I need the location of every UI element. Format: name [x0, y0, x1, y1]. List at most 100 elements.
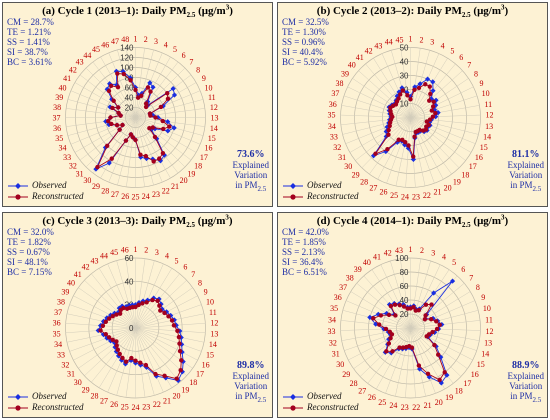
- category-label: 38: [53, 103, 61, 112]
- reconstructed-point: [383, 326, 389, 332]
- category-label: 38: [57, 298, 65, 307]
- category-label: 2: [144, 246, 148, 255]
- grid-spoke: [107, 263, 136, 329]
- reconstructed-point: [109, 156, 114, 161]
- category-label: 32: [329, 338, 337, 347]
- grid-spoke: [410, 117, 452, 175]
- legend-reconstructed: Reconstructed: [7, 402, 83, 413]
- grid-spoke: [135, 67, 186, 118]
- category-label: 11: [484, 100, 492, 109]
- category-label: 39: [354, 265, 362, 274]
- category-label: 22: [162, 186, 170, 195]
- category-label: 18: [189, 378, 197, 387]
- observed-point: [407, 93, 414, 100]
- chart-title-sub: 2.5: [186, 221, 196, 230]
- grid-spoke: [135, 287, 193, 329]
- grid-spoke: [410, 320, 481, 329]
- grid-spoke: [84, 280, 136, 329]
- grid-spoke: [126, 48, 136, 118]
- grid-spoke: [410, 327, 416, 398]
- category-label: 27: [111, 190, 119, 199]
- stat-line: TE = 1.82%: [7, 237, 51, 247]
- grid-spoke: [78, 287, 136, 329]
- category-label: 42: [365, 47, 373, 56]
- category-label: 43: [76, 58, 84, 67]
- category-label: 30: [336, 360, 344, 369]
- reconstructed-point: [371, 316, 376, 321]
- category-label: 18: [194, 162, 202, 171]
- grid-spoke: [135, 117, 163, 183]
- grid-spoke: [390, 260, 411, 329]
- reconstructed-point: [114, 122, 120, 128]
- category-label: 25: [378, 398, 386, 407]
- reconstructed-point: [408, 97, 413, 102]
- grid-spoke: [410, 258, 421, 329]
- reconstructed-point: [139, 93, 144, 98]
- radial-tick-label: 100: [395, 254, 409, 263]
- radial-tick-label: 20: [400, 310, 409, 319]
- category-label: 28: [360, 177, 368, 186]
- reconstructed-point: [436, 352, 441, 357]
- grid-spoke: [91, 273, 136, 329]
- legend-reconstructed-text: Reconstructed: [32, 191, 84, 201]
- category-label: 2: [419, 35, 423, 44]
- category-label: 1: [134, 245, 138, 254]
- category-label: 23: [401, 403, 409, 412]
- category-label: 43: [90, 257, 98, 266]
- series-reconstructed: [371, 302, 447, 383]
- reconstructed-point: [160, 151, 166, 156]
- explained-label-3-text: in PM: [235, 180, 258, 190]
- category-label: 36: [334, 293, 342, 302]
- grid-spoke: [405, 117, 411, 188]
- reconstructed-point: [117, 311, 123, 316]
- category-label: 2: [420, 246, 424, 255]
- observed-point: [104, 86, 110, 92]
- grid-spoke: [117, 117, 136, 186]
- grid-spoke: [410, 105, 480, 118]
- category-label: 19: [181, 385, 189, 394]
- grid-spoke: [410, 283, 465, 329]
- chart-title-sub: 2.5: [461, 221, 471, 230]
- category-label: 15: [480, 143, 488, 152]
- category-label: 16: [204, 144, 212, 153]
- category-label: 31: [338, 153, 346, 162]
- stats-block: CM = 42.0% TE = 1.85% SS = 2.13% SI = 36.4%…: [282, 227, 329, 277]
- grid-spoke: [66, 313, 136, 329]
- radial-tick-label: 40: [125, 277, 134, 286]
- category-label: 44: [385, 38, 393, 47]
- reconstructed-point: [431, 99, 436, 105]
- grid-spoke: [410, 70, 463, 118]
- category-label: 34: [54, 340, 62, 349]
- reconstructed-point: [429, 108, 435, 113]
- reconstructed-point: [429, 302, 434, 307]
- stat-line: CM = 28.7%: [7, 17, 54, 27]
- category-label: 21: [434, 188, 442, 197]
- reconstructed-point: [384, 349, 389, 354]
- legend-reconstructed-text: Reconstructed: [32, 402, 84, 412]
- grid-spoke: [410, 117, 479, 135]
- observed-point: [428, 96, 434, 102]
- chart-title-unit: (μg/m: [470, 5, 502, 17]
- category-label: 14: [210, 124, 218, 133]
- grid-spoke: [410, 117, 466, 161]
- explained-pct: 89.8%: [237, 360, 265, 371]
- grid-spoke: [135, 260, 155, 329]
- reconstructed-point: [162, 373, 167, 379]
- panel-cycle-2: 1020304050123456789101112131415161718192…: [277, 2, 548, 207]
- reconstructed-point: [416, 308, 422, 313]
- grid-spoke: [410, 327, 436, 394]
- reconstructed-point: [165, 96, 171, 101]
- grid-spoke: [92, 117, 136, 174]
- grid-spoke: [377, 117, 411, 180]
- legend-reconstructed: Reconstructed: [282, 191, 358, 202]
- grid-spoke: [67, 99, 136, 118]
- reconstructed-point: [108, 115, 113, 120]
- chart-title-text: (c) Cycle 3 (2013–3): Daily PM: [42, 215, 187, 227]
- reconstructed-point: [398, 92, 403, 97]
- reconstructed-point: [434, 319, 439, 324]
- category-label: 37: [331, 89, 339, 98]
- reconstructed-point: [114, 339, 119, 344]
- grid-spoke: [66, 108, 136, 118]
- observed-point: [426, 119, 433, 125]
- reconstructed-point: [158, 104, 164, 110]
